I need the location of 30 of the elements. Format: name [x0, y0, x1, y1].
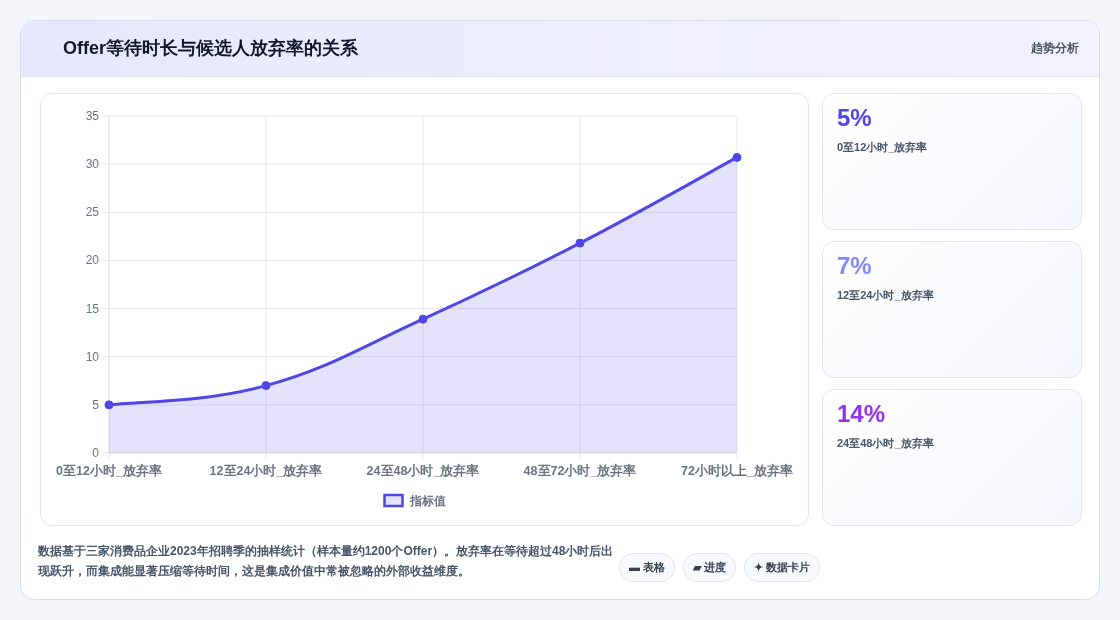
text: 12至24小时_放弃率: [837, 288, 934, 303]
y-tick-label: 25: [85, 205, 100, 220]
text: ▰ 进度: [683, 553, 737, 582]
point: [261, 381, 271, 391]
x-tick-label: 0至12小时_放弃率: [56, 463, 162, 478]
y-tick-label: 0: [92, 446, 100, 460]
x-tick-label: 24至48小时_放弃率: [366, 463, 480, 478]
text: 5%: [837, 104, 872, 132]
text: 0至12小时_放弃率: [837, 140, 928, 155]
y-tick-label: 30: [85, 157, 100, 172]
x-tick-label: 72小时以上_放弃率: [681, 463, 793, 478]
text: ✦ 数据卡片: [744, 553, 821, 582]
point: [575, 238, 585, 248]
point: [732, 152, 742, 162]
text: 数据基于三家消费品企业2023年招聘季的抽样统计（样本量约1200个Offer）。放弃率在等待超过48小时后出现跃升，而集成能显著压缩等待时间，这是集成价值中常被忽略的外部收益维度。: [38, 543, 615, 580]
y-tick-label: 20: [85, 253, 100, 268]
text: ▬ 表格: [619, 553, 676, 582]
text: 14%: [837, 400, 886, 428]
y-tick-label: 15: [85, 301, 100, 316]
legend-label: 指标值: [408, 494, 446, 508]
y-tick-label: 35: [85, 109, 100, 123]
text: 趋势分析: [1031, 40, 1079, 57]
y-tick-label: 5: [92, 397, 100, 412]
x-tick-label: 12至24小时_放弃率: [209, 463, 323, 478]
point: [418, 314, 428, 324]
text: 7%: [837, 252, 872, 280]
chart-title: Offer等待时长与候选人放弃率的关系: [63, 37, 359, 60]
x-tick-label: 48至72小时_放弃率: [523, 463, 637, 478]
text: 24至48小时_放弃率: [837, 436, 934, 451]
y-tick-label: 10: [85, 349, 100, 364]
